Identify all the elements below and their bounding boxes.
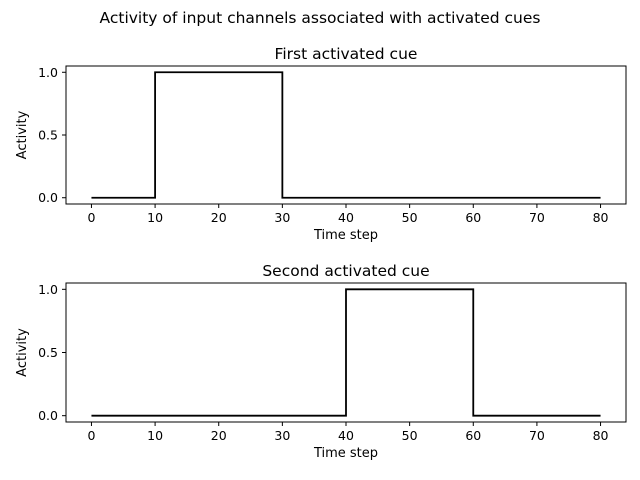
x-tick-label: 10 [147, 428, 163, 443]
x-tick-label: 60 [465, 210, 481, 225]
x-tick-label: 50 [402, 428, 418, 443]
axes-container: 0 10 20 30 40 50 60 70 80 0.0 0.5 1.0 First activate… [15, 45, 627, 461]
y-tick-label: 0.5 [38, 345, 58, 360]
y-axis-label: Activity [15, 110, 30, 159]
y-tick-label: 0.5 [38, 128, 58, 143]
x-tick-label: 30 [274, 428, 290, 443]
x-tick-label: 20 [211, 210, 227, 225]
x-tick-label: 0 [87, 428, 95, 443]
x-tick-label: 70 [529, 210, 545, 225]
x-tick-label: 20 [211, 428, 227, 443]
figure-suptitle: Activity of input channels associated wi… [100, 9, 541, 27]
y-tick-label: 1.0 [38, 282, 58, 297]
x-tick-label: 0 [87, 210, 95, 225]
x-tick-label: 50 [402, 210, 418, 225]
x-tick-label: 80 [593, 210, 609, 225]
x-tick-label: 30 [274, 210, 290, 225]
subplot-title: Second activated cue [262, 262, 429, 280]
y-tick-label: 0.0 [38, 408, 58, 423]
x-tick-label: 80 [593, 428, 609, 443]
series-line-1 [91, 71, 601, 199]
series-line-1 [91, 288, 601, 417]
y-tick-label: 0.0 [38, 190, 58, 205]
x-tick-label: 60 [465, 428, 481, 443]
y-tick-label: 1.0 [38, 65, 58, 80]
x-axis-label: Time step [313, 446, 378, 461]
x-tick-label: 70 [529, 428, 545, 443]
x-tick-label: 10 [147, 210, 163, 225]
x-tick-label: 40 [338, 210, 354, 225]
x-axis-label: Time step [313, 228, 378, 243]
x-tick-label: 40 [338, 428, 354, 443]
subplot-title: First activated cue [275, 45, 418, 63]
y-axis-label: Activity [15, 328, 30, 377]
subplot-1: 0 10 20 30 40 50 60 70 80 0.0 0.5 1.0 First activate… [15, 45, 627, 243]
subplot-2: 0 10 20 30 40 50 60 70 80 0.0 0.5 1.0 Second activat… [15, 262, 627, 461]
